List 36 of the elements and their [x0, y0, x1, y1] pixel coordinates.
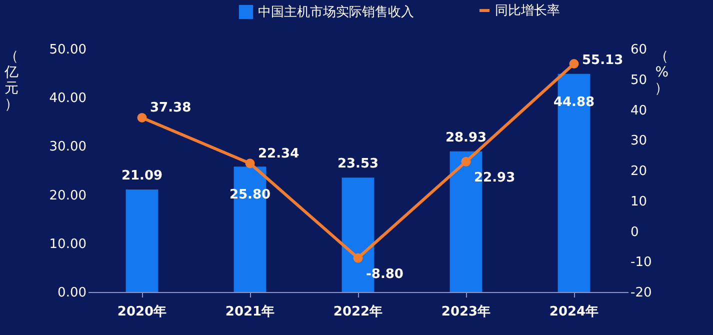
y2-tick-label: 10	[630, 194, 648, 210]
y-tick-label: 20.00	[49, 188, 86, 204]
point	[353, 253, 363, 263]
y2-tick-label: 30	[630, 134, 648, 149]
y2-tick-label: -20	[630, 286, 652, 300]
y2-tick-label: -10	[630, 255, 652, 270]
legend-label: 中国主机市场实际销售收入	[258, 4, 414, 20]
legend-label: 同比增长率	[495, 2, 560, 18]
y-tick-label: 30.00	[49, 140, 86, 155]
point	[461, 156, 471, 166]
x-tick-label: 2020年	[117, 304, 167, 320]
x-tick-label: 2024年	[549, 304, 599, 320]
y2-tick-label: 60	[630, 42, 648, 58]
y2-tick-label: 0	[630, 224, 639, 240]
x-tick-label: 2022年	[333, 304, 383, 320]
x-tick-label: 2021年	[225, 304, 275, 320]
y2-tick-label: 40	[630, 103, 648, 118]
y-axis-title: （亿元）	[4, 48, 18, 112]
y-tick-label: 0.00	[58, 286, 86, 300]
point	[569, 59, 579, 69]
bar	[126, 190, 158, 292]
data-label: 22.34	[258, 146, 300, 162]
data-label: 23.53	[337, 156, 379, 172]
x-tick-label: 2023年	[441, 304, 491, 320]
y-tick-label: 40.00	[49, 91, 86, 106]
y2-axis-title: （%）	[654, 48, 668, 96]
y2-tick-label: 50	[630, 72, 648, 88]
data-label: 28.93	[445, 130, 487, 146]
data-label: 21.09	[121, 168, 163, 184]
y-tick-label: 10.00	[49, 236, 86, 252]
y2-tick-label: 20	[630, 164, 648, 179]
point	[245, 158, 255, 168]
data-label: 37.38	[150, 100, 192, 116]
data-label: 55.13	[582, 52, 624, 68]
y-tick-label: 50.00	[49, 42, 86, 58]
point	[137, 112, 147, 122]
